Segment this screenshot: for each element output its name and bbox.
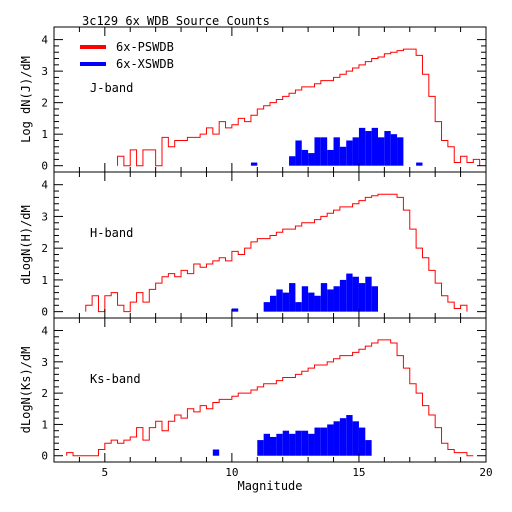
xswdb-bar (365, 131, 372, 166)
xswdb-bar (301, 430, 309, 456)
xswdb-bar (276, 289, 283, 312)
xswdb-bar (270, 436, 277, 456)
x-tick-label: 15 (352, 466, 365, 479)
xswdb-bar (390, 134, 398, 166)
xswdb-bar (270, 295, 277, 312)
xswdb-bar (371, 286, 378, 312)
xswdb-bar (365, 276, 372, 312)
xswdb-bar (333, 137, 340, 166)
y-tick-label: 0 (41, 160, 48, 173)
xswdb-bar (365, 440, 372, 456)
y-tick-label: 1 (41, 418, 48, 431)
xswdb-bar (327, 289, 334, 312)
xswdb-bar (212, 449, 220, 456)
y-tick-label: 4 (41, 179, 48, 192)
y-axis-label: dLogN(Ks)/dM (19, 347, 33, 434)
panel-label: Ks-band (90, 372, 141, 386)
xswdb-bar (320, 283, 328, 312)
xswdb-bar (346, 415, 353, 456)
pswdb-step-line (66, 339, 474, 457)
panel-1: 0 1 2 3 4 Log dN(J)/dM J-band (19, 26, 487, 173)
panel-label: H-band (90, 226, 133, 240)
panels: 0 1 2 3 4 Log dN(J)/dM J-band 0 1 2 3 4 dLogN(H)/dM H… (19, 26, 493, 493)
xswdb-bar (352, 137, 359, 166)
xswdb-bar (289, 433, 296, 456)
xswdb-bar (301, 286, 309, 312)
y-tick-label: 0 (41, 450, 48, 463)
panel-3: 0 1 2 3 4 5 10 15 20 Magnitude dLogN(Ks)/dM Ks-band (19, 317, 493, 493)
y-tick-label: 2 (41, 242, 48, 255)
y-tick-label: 4 (41, 34, 48, 47)
xswdb-bar (289, 156, 296, 166)
y-tick-label: 3 (41, 65, 48, 78)
xswdb-bar (257, 440, 264, 456)
xswdb-bar (339, 279, 347, 312)
x-tick-label: 5 (102, 466, 109, 479)
xswdb-bar (314, 137, 321, 166)
xswdb-bar (327, 424, 334, 456)
xswdb-bar (358, 127, 366, 166)
x-axis-label: Magnitude (237, 479, 302, 493)
xswdb-bar (282, 292, 290, 312)
legend: 6x-PSWDB 6x-XSWDB (80, 40, 174, 71)
xswdb-bar (308, 292, 315, 312)
y-tick-label: 2 (41, 97, 48, 110)
y-tick-label: 4 (41, 325, 48, 338)
panel-label: J-band (90, 81, 133, 95)
xswdb-bar (282, 430, 290, 456)
panel-frame (53, 317, 487, 463)
xswdb-bar (250, 162, 258, 166)
xswdb-bar (333, 286, 340, 312)
xswdb-bar (263, 302, 270, 312)
xswdb-bar (346, 273, 353, 312)
xswdb-bar (397, 137, 404, 166)
xswdb-bar (308, 433, 315, 456)
x-tick-label: 10 (225, 466, 238, 479)
y-tick-label: 1 (41, 274, 48, 287)
y-tick-label: 3 (41, 210, 48, 223)
xswdb-bar (384, 131, 391, 166)
xswdb-bar (320, 137, 328, 166)
xswdb-bar (339, 146, 347, 166)
y-tick-label: 2 (41, 387, 48, 400)
pswdb-step-line (117, 48, 481, 167)
xswdb-bar (352, 276, 359, 312)
xswdb-bar (295, 302, 302, 312)
xswdb-bar (289, 283, 296, 312)
xswdb-bar (346, 140, 353, 166)
xswdb-bar (416, 162, 423, 166)
y-tick-label: 0 (41, 306, 48, 319)
xswdb-bar (352, 421, 359, 456)
x-tick-label: 20 (479, 466, 492, 479)
legend-label: 6x-XSWDB (116, 57, 174, 71)
xswdb-bar (295, 140, 302, 166)
y-tick-label: 1 (41, 128, 48, 141)
y-axis-label: Log dN(J)/dM (19, 56, 33, 143)
y-tick-label: 3 (41, 356, 48, 369)
xswdb-bar (327, 149, 334, 166)
xswdb-bar (371, 127, 378, 166)
y-axis-label: dLogN(H)/dM (19, 205, 33, 284)
xswdb-bar (358, 427, 366, 456)
xswdb-bar (333, 421, 340, 456)
xswdb-bar (320, 427, 328, 456)
xswdb-bar (378, 137, 385, 166)
xswdb-bar (358, 283, 366, 312)
legend-label: 6x-PSWDB (116, 40, 174, 54)
xswdb-bar (276, 433, 283, 456)
xswdb-bar (301, 149, 309, 166)
xswdb-bar (314, 427, 321, 456)
panel-2: 0 1 2 3 4 dLogN(H)/dM H-band (19, 171, 487, 319)
xswdb-bar (263, 433, 270, 456)
xswdb-bar (295, 430, 302, 456)
xswdb-bar (339, 418, 347, 456)
pswdb-step-line (85, 193, 468, 313)
figure-title: 3c129 6x WDB Source Counts (82, 14, 270, 28)
xswdb-bar (314, 295, 321, 312)
xswdb-bar (308, 153, 315, 166)
xswdb-bar (231, 308, 239, 312)
